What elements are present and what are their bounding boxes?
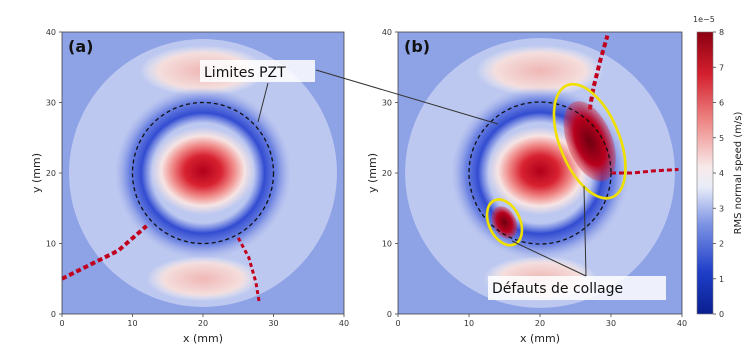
y-tick-label: 40 — [382, 28, 392, 37]
y-tick-label: 30 — [46, 99, 56, 108]
colorbar-tick-label: 1 — [719, 275, 724, 284]
y-tick-label: 30 — [382, 99, 392, 108]
x-tick-label: 40 — [677, 319, 687, 328]
x-tick-label: 20 — [535, 319, 545, 328]
colorbar-tick-label: 3 — [719, 204, 724, 213]
x-axis-label: x (mm) — [520, 332, 560, 345]
y-axis-label: y (mm) — [30, 153, 43, 193]
lower-lobe — [147, 256, 260, 301]
x-tick-label: 30 — [268, 319, 278, 328]
colorbar-tick-label: 6 — [719, 99, 724, 108]
colorbar-tick-label: 4 — [719, 169, 724, 178]
colorbar-tick-label: 2 — [719, 240, 724, 249]
pzt-limits-label: Limites PZT — [204, 65, 286, 81]
x-tick-label: 0 — [395, 319, 400, 328]
y-tick-label: 40 — [46, 28, 56, 37]
y-tick-label: 10 — [382, 240, 392, 249]
x-tick-label: 10 — [127, 319, 137, 328]
x-tick-label: 10 — [464, 319, 474, 328]
y-tick-label: 20 — [46, 169, 56, 178]
colorbar-tick-label: 0 — [719, 310, 724, 319]
colorbar-tick-label: 7 — [719, 63, 724, 72]
central-blob — [151, 127, 255, 214]
colorbar: 1e−5 0 1 2 3 4 5 6 7 8 RMS normal speed (m/s) — [693, 15, 744, 319]
x-tick-label: 30 — [606, 319, 616, 328]
colorbar-tick-label: 5 — [719, 134, 724, 143]
colorbar-gradient — [697, 32, 713, 314]
x-tick-label: 20 — [198, 319, 208, 328]
bond-defects-label: Défauts de collage — [492, 281, 623, 297]
colorbar-label: RMS normal speed (m/s) — [733, 111, 744, 234]
y-tick-label: 20 — [382, 169, 392, 178]
x-tick-label: 0 — [59, 319, 64, 328]
y-tick-label: 0 — [387, 310, 392, 319]
y-axis-label: y (mm) — [366, 153, 379, 193]
colorbar-ticks: 0 1 2 3 4 5 6 7 8 — [713, 28, 724, 319]
colorbar-tick-label: 8 — [719, 28, 724, 37]
panel-label: (a) — [68, 37, 93, 56]
panel-label: (b) — [404, 37, 430, 56]
y-tick-label: 10 — [46, 240, 56, 249]
x-axis-label: x (mm) — [183, 332, 223, 345]
x-tick-label: 40 — [339, 319, 349, 328]
colorbar-exponent: 1e−5 — [693, 15, 715, 24]
heatmap-field — [398, 32, 682, 314]
y-tick-label: 0 — [51, 310, 56, 319]
